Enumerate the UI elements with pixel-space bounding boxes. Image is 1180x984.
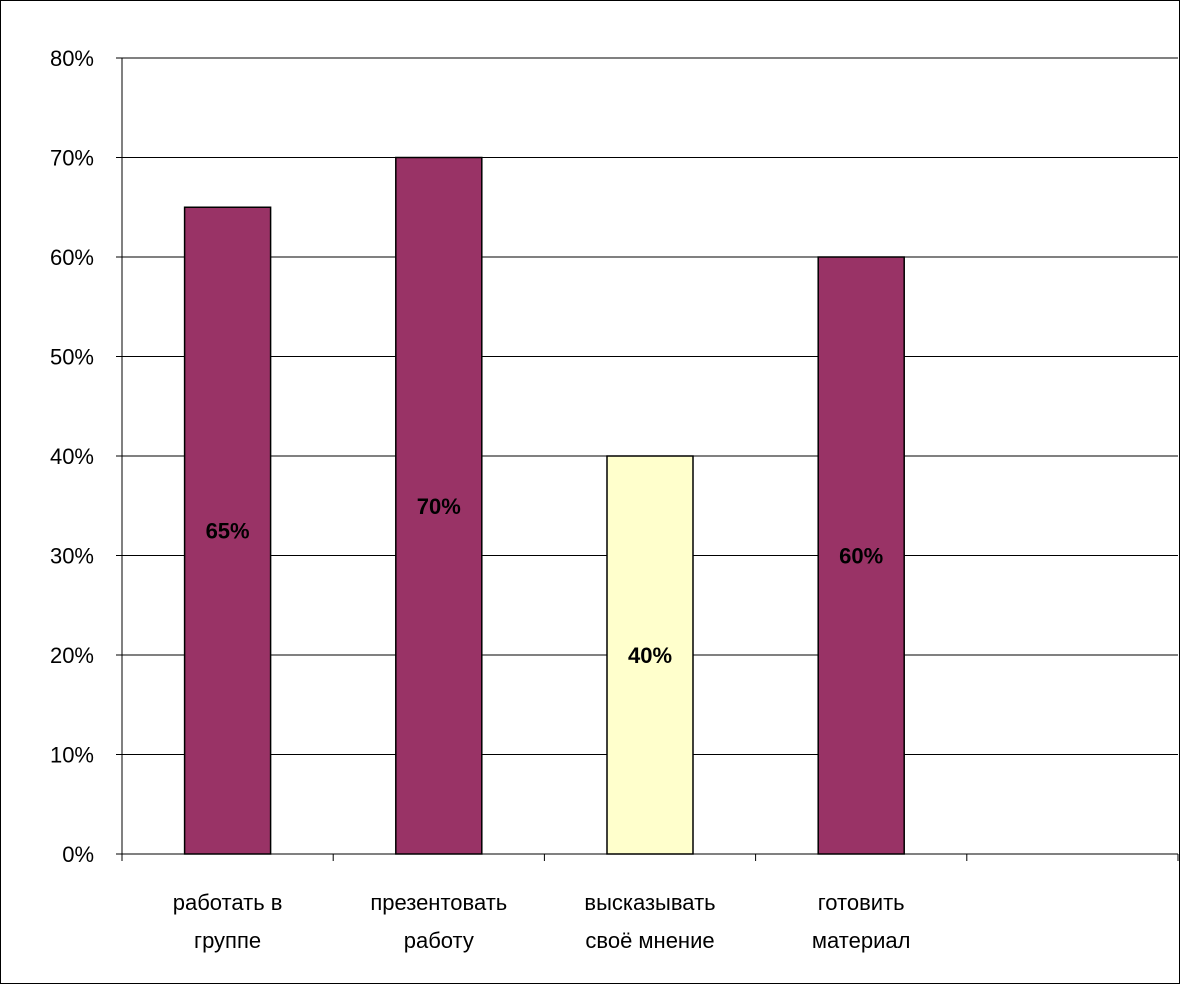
x-tick-label: высказывать (584, 890, 715, 915)
data-label: 65% (206, 519, 250, 544)
data-label: 70% (417, 494, 461, 519)
x-tick-label: готовить (818, 890, 905, 915)
y-tick-label: 60% (50, 245, 94, 270)
data-label: 40% (628, 643, 672, 668)
bar (606, 455, 694, 855)
x-tick-label: работать в (173, 890, 283, 915)
x-tick-label: своё мнение (585, 928, 714, 953)
y-tick-label: 30% (50, 544, 94, 569)
y-tick-label: 50% (50, 345, 94, 370)
x-tick-label: работу (404, 928, 474, 953)
y-tick-label: 10% (50, 743, 94, 768)
data-label: 60% (839, 544, 883, 569)
x-tick-label: материал (812, 928, 911, 953)
y-tick-label: 70% (50, 146, 94, 171)
y-tick-label: 80% (50, 46, 94, 71)
x-tick-label: презентовать (370, 890, 507, 915)
y-tick-label: 20% (50, 643, 94, 668)
bar (183, 206, 272, 855)
bar (395, 156, 483, 855)
x-tick-label: группе (194, 928, 261, 953)
y-tick-label: 40% (50, 444, 94, 469)
y-tick-label: 0% (62, 842, 94, 867)
bar (817, 256, 905, 855)
